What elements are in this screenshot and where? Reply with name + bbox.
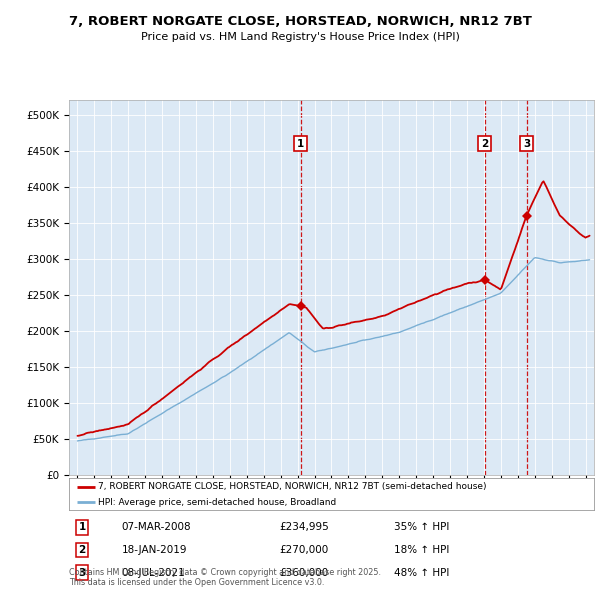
Text: Price paid vs. HM Land Registry's House Price Index (HPI): Price paid vs. HM Land Registry's House … [140,32,460,42]
Text: 08-JUL-2021: 08-JUL-2021 [121,568,185,578]
Text: 3: 3 [79,568,86,578]
Text: 07-MAR-2008: 07-MAR-2008 [121,523,191,532]
Text: Contains HM Land Registry data © Crown copyright and database right 2025.
This d: Contains HM Land Registry data © Crown c… [69,568,381,587]
Text: 18-JAN-2019: 18-JAN-2019 [121,545,187,555]
Text: £234,995: £234,995 [279,523,329,532]
Text: 48% ↑ HPI: 48% ↑ HPI [395,568,450,578]
Text: £270,000: £270,000 [279,545,328,555]
Text: £360,000: £360,000 [279,568,328,578]
Text: 1: 1 [79,523,86,532]
Text: 18% ↑ HPI: 18% ↑ HPI [395,545,450,555]
Text: 35% ↑ HPI: 35% ↑ HPI [395,523,450,532]
Text: 2: 2 [481,139,488,149]
Text: 7, ROBERT NORGATE CLOSE, HORSTEAD, NORWICH, NR12 7BT (semi-detached house): 7, ROBERT NORGATE CLOSE, HORSTEAD, NORWI… [98,483,487,491]
Text: 3: 3 [523,139,530,149]
Text: HPI: Average price, semi-detached house, Broadland: HPI: Average price, semi-detached house,… [98,498,336,507]
Text: 7, ROBERT NORGATE CLOSE, HORSTEAD, NORWICH, NR12 7BT: 7, ROBERT NORGATE CLOSE, HORSTEAD, NORWI… [68,15,532,28]
Text: 1: 1 [297,139,304,149]
Text: 2: 2 [79,545,86,555]
